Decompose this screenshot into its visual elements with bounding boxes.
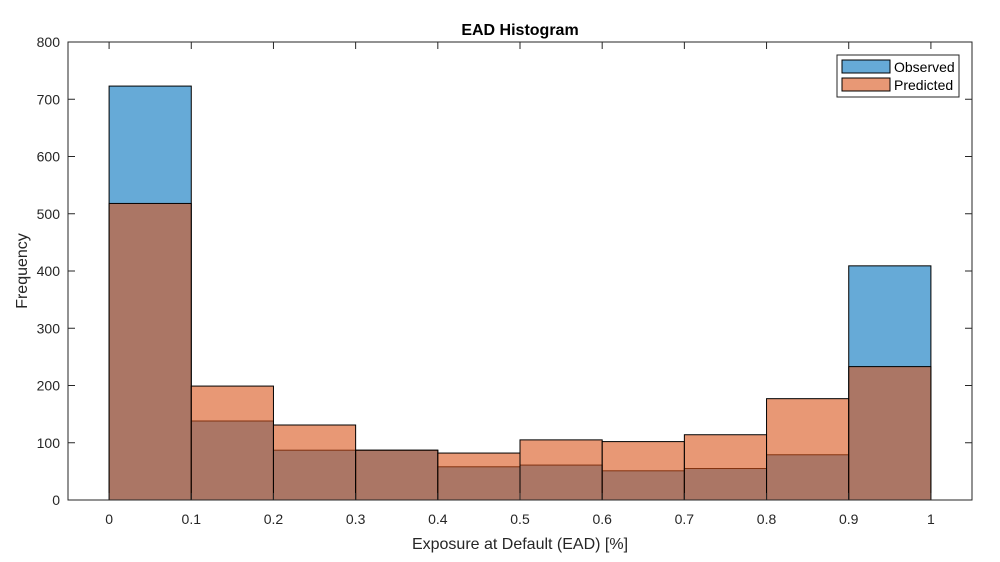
y-tick-label: 0 <box>52 492 60 508</box>
y-tick-label: 700 <box>37 91 61 107</box>
legend-label-observed: Observed <box>894 59 955 75</box>
x-tick-label: 0.7 <box>675 511 695 527</box>
x-tick-label: 0.5 <box>510 511 530 527</box>
y-tick-label: 800 <box>37 34 61 50</box>
x-tick-label: 0 <box>105 511 113 527</box>
x-tick-label: 0.4 <box>428 511 448 527</box>
x-tick-label: 0.2 <box>264 511 284 527</box>
x-tick-label: 0.6 <box>592 511 612 527</box>
chart-title: EAD Histogram <box>461 22 578 39</box>
predicted-bar <box>683 434 768 501</box>
legend: Observed Predicted <box>836 54 960 98</box>
predicted-bar <box>519 439 603 501</box>
y-tick-label: 100 <box>37 435 61 451</box>
x-tick-label: 0.8 <box>757 511 777 527</box>
y-tick-label: 500 <box>37 206 61 222</box>
predicted-bar <box>766 398 850 501</box>
y-tick-label: 400 <box>37 263 61 279</box>
predicted-bar <box>601 441 685 501</box>
predicted-bar <box>437 452 521 501</box>
predicted-bar <box>355 449 439 501</box>
y-axis-title: Frequency <box>14 233 31 309</box>
x-tick-label: 0.1 <box>182 511 202 527</box>
predicted-bar <box>190 385 274 501</box>
axes <box>67 41 973 501</box>
predicted-bar <box>108 202 192 501</box>
y-tick-label: 200 <box>37 378 61 394</box>
y-tick-label: 300 <box>37 320 61 336</box>
predicted-bar <box>272 424 357 501</box>
x-tick-label: 0.3 <box>346 511 366 527</box>
x-tick-label: 0.9 <box>839 511 859 527</box>
legend-swatch-predicted <box>841 77 891 92</box>
x-tick-label: 1 <box>927 511 935 527</box>
y-tick-label: 600 <box>37 149 61 165</box>
x-axis-title: Exposure at Default (EAD) [%] <box>412 536 628 553</box>
predicted-bar <box>848 366 932 501</box>
tick-labels: 0 0.1 0.2 0.3 0.4 0.5 0.6 0.7 0.8 0.9 1 0 100 200 300 4… <box>37 34 935 527</box>
legend-label-predicted: Predicted <box>894 77 953 93</box>
legend-swatch-observed <box>841 59 891 74</box>
predicted-bars <box>108 202 932 501</box>
